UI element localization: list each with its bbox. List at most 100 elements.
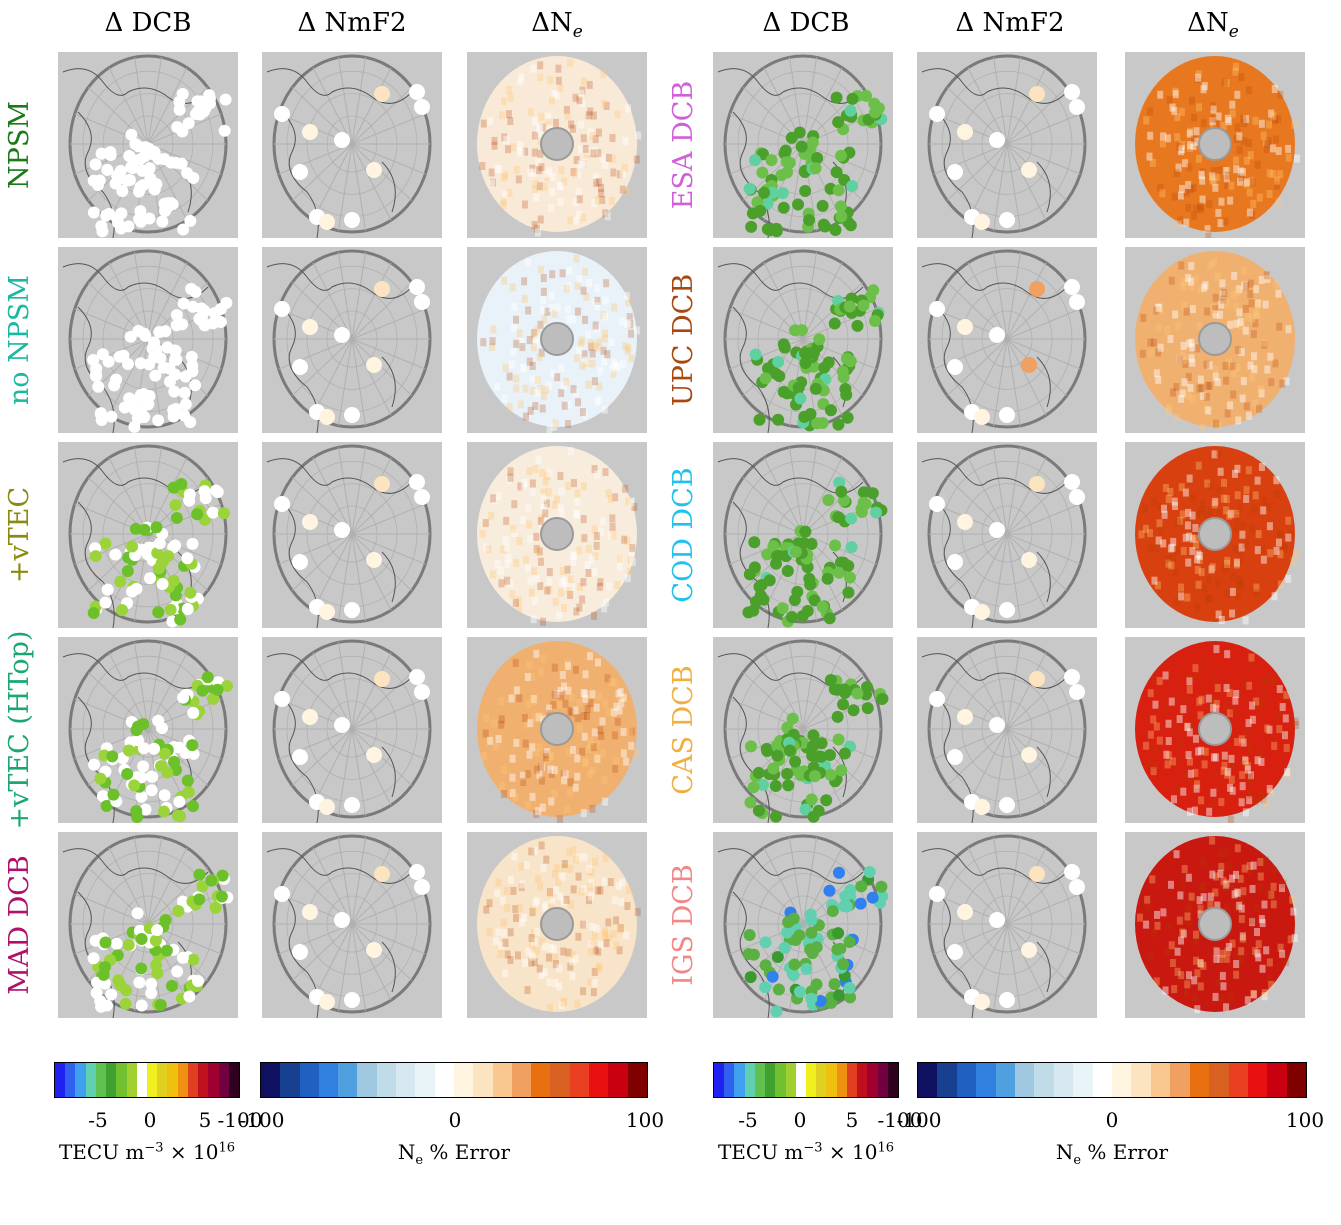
row-label-right: IGS DCB [664,625,704,1225]
station-dot [181,552,194,565]
station-dot [191,975,204,988]
station-dot [829,539,842,552]
station-dot [109,548,122,561]
station-dot [1064,84,1080,100]
colorbar-tick-label: -100 [217,1108,263,1132]
station-dot [221,679,234,692]
station-dot [137,742,150,755]
station-dot [176,318,189,331]
station-dot [160,944,173,957]
ne-panel-right-2 [1125,442,1305,628]
station-dot [788,958,801,971]
station-dot [126,540,139,553]
station-dot [766,970,779,983]
station-dot [183,488,196,501]
station-dot [799,185,812,198]
colorbar-swatch [1034,1063,1054,1097]
station-dot [838,683,851,696]
station-dot [111,212,124,225]
nmf2-panel-left-0 [262,52,442,238]
colorbar [54,1062,240,1098]
colorbar-label-text: N [1055,1140,1074,1164]
station-dot [116,185,129,198]
station-dot [105,988,118,1001]
station-dot [769,810,782,823]
station-dot [1021,747,1037,763]
column-title-subscript: e [1228,22,1239,43]
station-dot [319,604,335,620]
colorbar-swatch [531,1063,551,1097]
station-dot [292,749,308,765]
station-dot [805,537,818,550]
station-dot [999,797,1015,813]
colorbar-swatch [1053,1063,1074,1097]
station-dot [825,996,838,1009]
station-dot [176,951,189,964]
station-dot [947,554,963,570]
station-dot [174,810,187,823]
station-dot [187,953,200,966]
colorbar-swatch [765,1063,776,1097]
station-dot [122,220,135,233]
station-dot [957,904,973,920]
station-dot [957,124,973,140]
station-dot [374,866,390,882]
station-dot [334,327,350,343]
colorbar-label: Ne % Error [1012,1140,1212,1168]
station-dot [101,163,114,176]
colorbar-label-tail: × 10 [822,1140,878,1164]
station-dot [759,981,772,994]
station-dot [104,146,117,159]
station-dot [999,992,1015,1008]
colorbar-swatch [1170,1063,1190,1097]
station-dot [178,386,191,399]
station-dot [170,308,183,321]
colorbar-swatch [826,1063,837,1097]
station-dot [158,789,171,802]
dcb-panel-left-2 [58,442,238,628]
station-dot [129,522,142,535]
colorbar-swatch [1228,1063,1248,1097]
colorbar-label-sub: e [1073,1153,1082,1168]
station-dot [135,933,148,946]
colorbar-swatch [396,1063,416,1097]
station-dot [201,671,214,684]
colorbar-swatch [167,1063,178,1097]
colorbar-tick-label: 5 [198,1108,212,1132]
station-dot [131,412,144,425]
station-dot [87,952,100,965]
station-dot [743,182,756,195]
station-dot [155,760,168,773]
column-title: Δ DCB [53,8,243,38]
station-dot [172,905,185,918]
station-dot [183,990,196,1003]
station-dot [753,413,766,426]
station-dot [151,924,164,937]
station-dot [217,507,230,520]
station-dot [154,998,167,1011]
station-dot [868,314,881,327]
station-dot [831,710,844,723]
station-dot [777,201,790,214]
colorbar-tick-label: 0 [448,1108,462,1132]
station-dot [929,301,945,317]
station-dot [184,214,197,227]
colorbar-swatch [550,1063,570,1097]
station-dot [157,555,170,568]
station-dot [152,606,165,619]
station-dot [114,979,127,992]
station-dot [1064,474,1080,490]
station-dot [761,197,774,210]
colorbar-swatch [754,1063,766,1097]
station-dot [832,418,845,431]
column-title: ΔNe [462,8,652,42]
station-dot [195,302,208,315]
colorbar-tick-label: 0 [793,1108,807,1132]
colorbar-swatch [846,1063,858,1097]
station-dot [130,805,143,818]
colorbar-swatch [937,1063,957,1097]
station-dot [821,572,834,585]
station-dot [176,125,189,138]
station-dot [94,408,107,421]
station-dot [182,117,195,130]
